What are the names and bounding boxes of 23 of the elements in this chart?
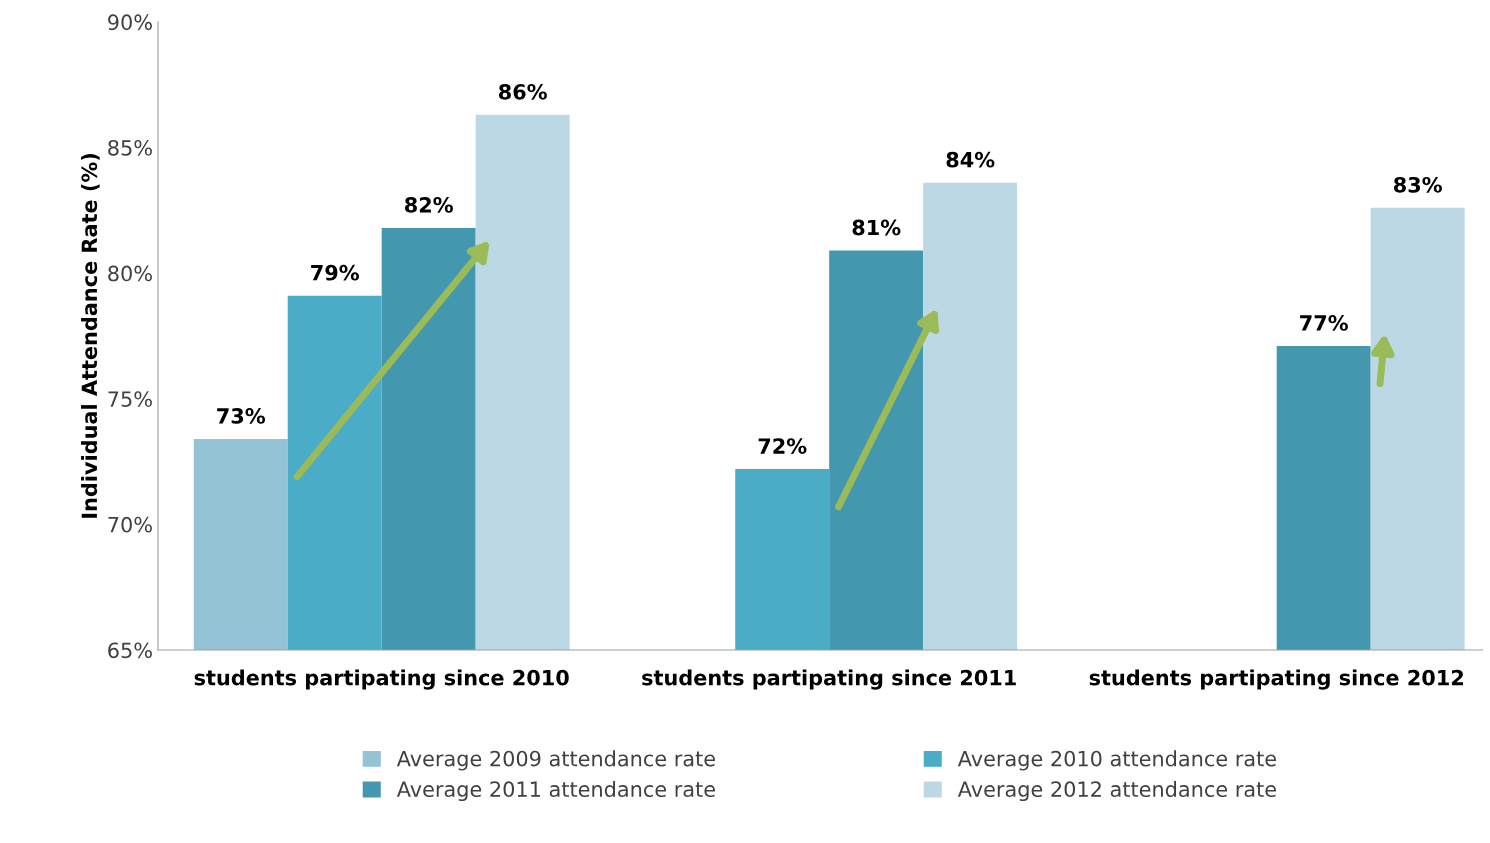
data-label: 77% [1300, 315, 1348, 331]
data-label: 86% [498, 83, 547, 100]
x-tick-label: students partipating since 2011 [642, 669, 1016, 690]
data-label: 82% [405, 197, 453, 213]
y-tick-label: 90% [108, 14, 152, 31]
data-label: 81% [852, 219, 901, 236]
y-tick-label: 70% [108, 516, 152, 533]
legend-label: Average 2009 attendance rate [396, 750, 715, 771]
legend-label: Average 2010 attendance rate [957, 750, 1276, 771]
x-tick-label: students partipating since 2012 [1089, 669, 1463, 690]
x-tick-label: students partipating since 2010 [194, 669, 569, 690]
y-tick-label: 85% [108, 139, 152, 156]
data-label: 79% [311, 264, 359, 281]
y-tick-label: 65% [108, 642, 152, 659]
data-label: 73% [217, 408, 265, 424]
legend-label: Average 2012 attendance rate [957, 780, 1276, 802]
y-tick-label: 80% [108, 265, 152, 282]
data-label: 83% [1394, 176, 1442, 193]
legend-label: Average 2011 attendance rate [396, 780, 715, 802]
data-label: 84% [946, 151, 995, 168]
y-axis-title: Individual Attendance Rate (%) [81, 154, 100, 518]
data-label: 72% [758, 438, 807, 454]
y-tick-label: 75% [108, 391, 152, 407]
